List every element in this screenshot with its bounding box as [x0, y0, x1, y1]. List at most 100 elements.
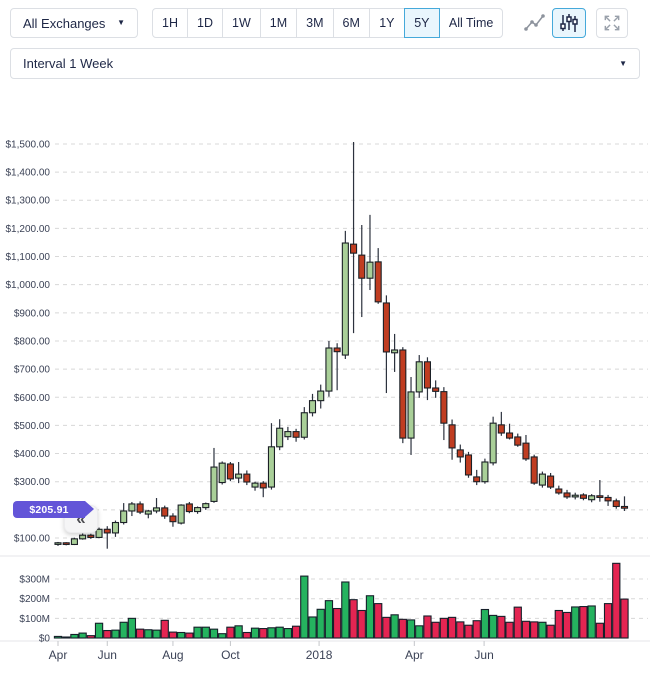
- x-axis-label: Apr: [405, 648, 424, 662]
- candle-up: [177, 504, 185, 524]
- volume-chart: [53, 562, 629, 639]
- candle-up: [366, 261, 374, 279]
- candle-down: [579, 494, 587, 499]
- price-axis-label: $1,100.00: [6, 252, 51, 263]
- candle-down: [169, 515, 177, 523]
- price-chart: [54, 141, 629, 549]
- candle-up: [128, 503, 136, 512]
- volume-bar-down: [620, 598, 629, 639]
- candle-up: [111, 521, 120, 534]
- candle-up: [251, 482, 259, 488]
- interval-label: Interval 1 Week: [23, 56, 114, 71]
- volume-axis-label: $200M: [19, 594, 50, 605]
- volume-bar-down: [595, 622, 605, 639]
- candle-down: [382, 302, 390, 353]
- caret-down-icon: ▼: [117, 18, 125, 27]
- fullscreen-button[interactable]: [596, 8, 628, 38]
- exchange-selector-label: All Exchanges: [23, 15, 106, 31]
- volume-bar-down: [579, 606, 588, 639]
- candle-down: [423, 361, 432, 389]
- volume-bar-down: [521, 620, 531, 639]
- candle-down: [448, 424, 456, 449]
- price-axis-label: $1,400.00: [6, 168, 51, 179]
- volume-bar-up: [234, 625, 243, 639]
- candle-down: [358, 254, 366, 279]
- x-axis-label: 2018: [306, 648, 333, 662]
- volume-bar-up: [587, 605, 596, 639]
- volume-bar-down: [439, 617, 449, 639]
- candle-up: [489, 422, 497, 464]
- candle-down: [612, 500, 620, 508]
- volume-bar-down: [546, 624, 555, 639]
- candle-up: [481, 461, 489, 483]
- candle-up: [144, 510, 152, 515]
- volume-bar-down: [291, 625, 301, 639]
- candle-down: [399, 349, 407, 439]
- candle-down: [440, 391, 448, 424]
- volume-bar-down: [86, 635, 95, 639]
- candle-up: [267, 446, 276, 488]
- volume-bar-up: [250, 627, 260, 639]
- volume-bar-up: [390, 614, 399, 639]
- candle-up: [588, 495, 596, 501]
- volume-bar-down: [62, 636, 71, 639]
- candle-up: [210, 466, 218, 502]
- volume-bar-down: [382, 616, 391, 639]
- price-axis-label: $300.00: [14, 477, 51, 488]
- volume-bar-down: [612, 562, 621, 639]
- volume-bar-down: [374, 603, 383, 639]
- range-button-1d[interactable]: 1D: [187, 8, 223, 38]
- volume-bar-up: [365, 595, 375, 639]
- volume-bar-down: [103, 629, 112, 639]
- line-chart-button[interactable]: [520, 8, 550, 38]
- volume-bar-up: [316, 608, 325, 639]
- price-axis-label: $1,200.00: [6, 224, 51, 235]
- range-button-all-time[interactable]: All Time: [438, 8, 504, 38]
- volume-bar-down: [259, 628, 268, 639]
- x-axis-label: Jun: [474, 648, 493, 662]
- interval-selector[interactable]: Interval 1 Week ▼: [10, 48, 640, 79]
- range-button-5y[interactable]: 5Y: [403, 8, 440, 38]
- time-range-button-group: 1H 1D 1W 1M 3M 6M 1Y 5Y All Time: [152, 8, 504, 38]
- volume-bar-up: [308, 616, 317, 639]
- candle-up: [54, 542, 62, 545]
- candle-down: [563, 492, 571, 498]
- volume-bar-down: [168, 631, 178, 639]
- range-button-3m[interactable]: 3M: [296, 8, 334, 38]
- candle-down: [505, 432, 514, 439]
- volume-bar-up: [70, 633, 79, 639]
- candle-up: [70, 538, 78, 546]
- price-axis-label: $400.00: [14, 449, 51, 460]
- current-price-value: $205.91: [29, 503, 69, 516]
- candle-down: [374, 261, 382, 303]
- volume-bar-up: [94, 622, 104, 639]
- range-button-1m[interactable]: 1M: [259, 8, 298, 38]
- x-axis-label: Apr: [49, 648, 68, 662]
- volume-bar-down: [472, 620, 481, 639]
- candle-down: [456, 449, 464, 458]
- candle-up: [79, 534, 87, 540]
- candle-down: [292, 431, 300, 438]
- volume-bar-down: [357, 609, 366, 639]
- candle-down: [620, 505, 629, 509]
- volume-bar-down: [562, 611, 572, 639]
- candlestick-chart-button[interactable]: [552, 8, 586, 38]
- candle-down: [226, 463, 234, 480]
- candle-down: [432, 387, 440, 392]
- range-button-6m[interactable]: 6M: [332, 8, 370, 38]
- candle-down: [243, 473, 251, 483]
- candle-down: [596, 495, 604, 499]
- volume-bar-up: [341, 581, 350, 639]
- candle-up: [415, 361, 423, 393]
- candle-up: [325, 347, 333, 392]
- volume-bar-down: [530, 621, 539, 639]
- price-axis-label: $700.00: [14, 365, 51, 376]
- exchange-selector-dropdown[interactable]: All Exchanges ▼: [10, 8, 138, 38]
- price-axis-label: $500.00: [14, 421, 51, 432]
- candle-up: [300, 412, 308, 438]
- candle-down: [473, 476, 481, 483]
- x-axis-label: Jun: [98, 648, 117, 662]
- range-button-1y[interactable]: 1Y: [368, 8, 405, 38]
